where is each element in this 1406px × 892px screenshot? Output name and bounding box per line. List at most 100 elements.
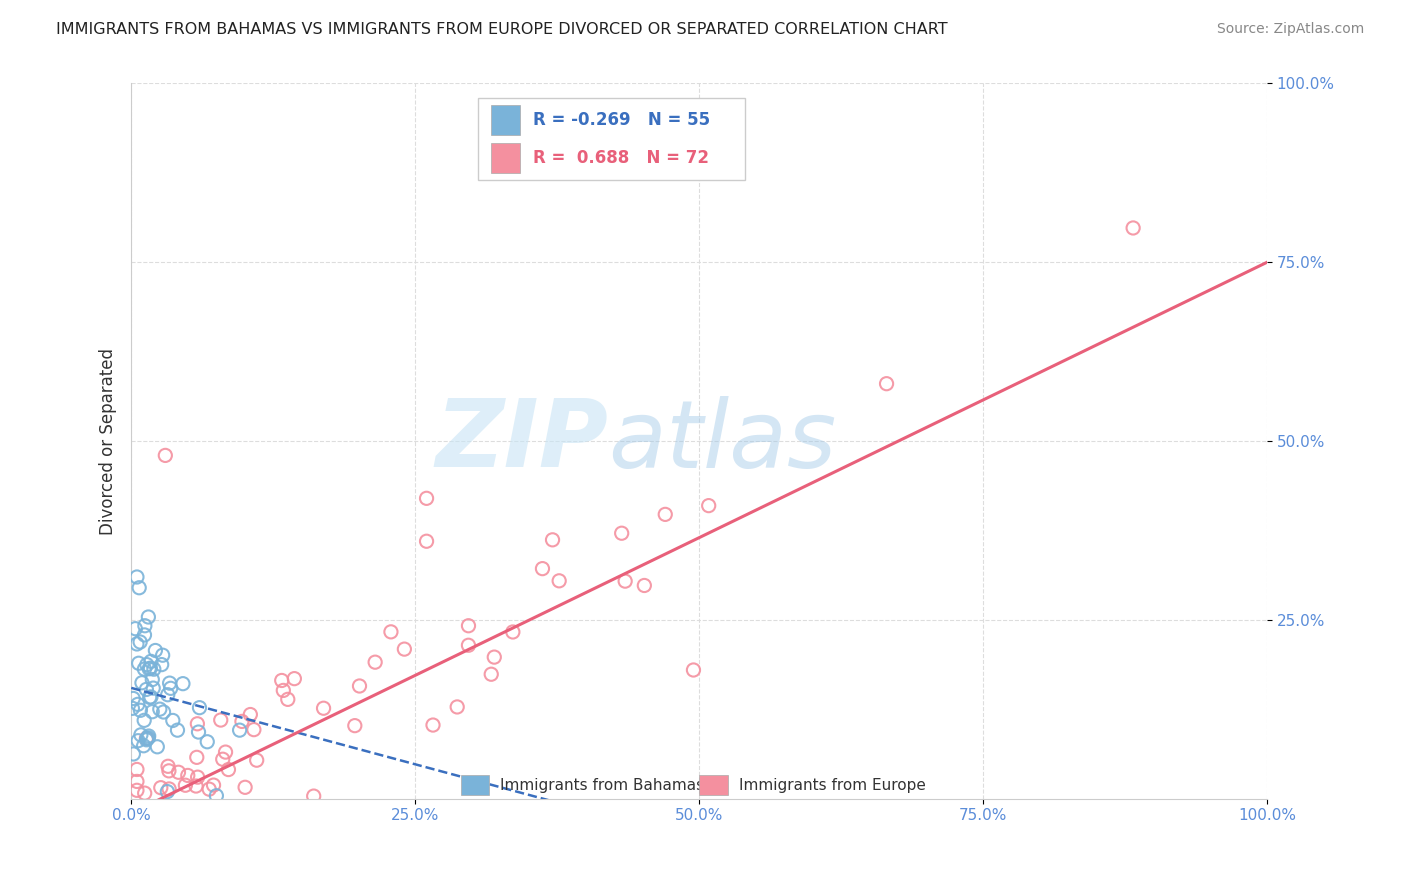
Point [162,714,184,728]
Point [155,449,177,463]
Point [124,622,146,636]
Point [135,732,157,747]
Point [548,574,571,588]
Point [186,716,208,731]
Point [163,828,186,842]
Point [128,828,150,842]
Point [186,750,208,764]
Point [125,763,148,777]
Point [610,526,633,541]
Text: IMMIGRANTS FROM BAHAMAS VS IMMIGRANTS FROM EUROPE DIVORCED OR SEPARATED CORRELAT: IMMIGRANTS FROM BAHAMAS VS IMMIGRANTS FR… [56,22,948,37]
Point [422,718,444,732]
FancyBboxPatch shape [478,98,745,180]
Point [135,731,157,746]
Point [187,814,209,828]
Point [325,810,347,824]
Point [127,698,149,712]
Point [541,533,564,547]
Point [129,828,152,842]
Point [153,819,176,833]
Point [159,676,181,690]
Point [165,828,187,842]
Point [152,705,174,719]
Point [141,673,163,687]
Point [231,714,253,729]
Point [277,692,299,706]
Point [502,624,524,639]
Point [156,803,179,817]
Point [457,638,479,652]
Point [479,667,502,681]
Point [531,561,554,575]
Point [138,690,160,705]
Point [139,654,162,668]
Point [273,683,295,698]
Text: atlas: atlas [609,395,837,487]
Point [129,728,152,742]
Point [172,676,194,690]
Point [312,701,335,715]
Text: R =  0.688   N = 72: R = 0.688 N = 72 [533,149,709,167]
Point [159,681,181,696]
Point [270,673,292,688]
Point [156,784,179,798]
Point [146,822,169,836]
Point [134,628,156,642]
Point [138,662,160,676]
Point [1122,221,1144,235]
Point [364,655,387,669]
Point [187,725,209,739]
Point [129,703,152,717]
Point [217,763,239,777]
Point [125,828,148,842]
Point [349,679,371,693]
Point [143,814,166,829]
Point [198,782,221,797]
Point [160,819,183,833]
Text: ZIP: ZIP [436,395,609,487]
Point [132,739,155,753]
Point [125,637,148,651]
Point [239,707,262,722]
Point [187,770,209,784]
Text: Immigrants from Europe: Immigrants from Europe [740,778,925,793]
Point [139,661,162,675]
Point [446,700,468,714]
Point [228,723,250,738]
Point [246,753,269,767]
Point [149,702,172,716]
Point [302,789,325,803]
Point [131,675,153,690]
Point [135,682,157,697]
Point [380,624,402,639]
Point [343,719,366,733]
Point [211,752,233,766]
Point [134,662,156,676]
Text: Source: ZipAtlas.com: Source: ZipAtlas.com [1216,22,1364,37]
Point [150,657,173,672]
Point [149,780,172,795]
Point [654,508,676,522]
Point [682,663,704,677]
Point [209,713,232,727]
Point [697,499,720,513]
Point [125,570,148,584]
Point [152,648,174,663]
Point [157,781,180,796]
Point [127,805,149,820]
Point [134,786,156,800]
Point [243,723,266,737]
Point [125,774,148,789]
Text: Immigrants from Bahamas: Immigrants from Bahamas [501,778,704,793]
Point [138,729,160,743]
FancyBboxPatch shape [699,775,727,795]
Point [146,739,169,754]
Point [205,789,228,803]
Point [142,662,165,676]
Point [195,735,218,749]
Point [121,701,143,715]
Point [134,618,156,632]
Point [128,581,150,595]
Point [138,731,160,745]
Point [212,828,235,842]
